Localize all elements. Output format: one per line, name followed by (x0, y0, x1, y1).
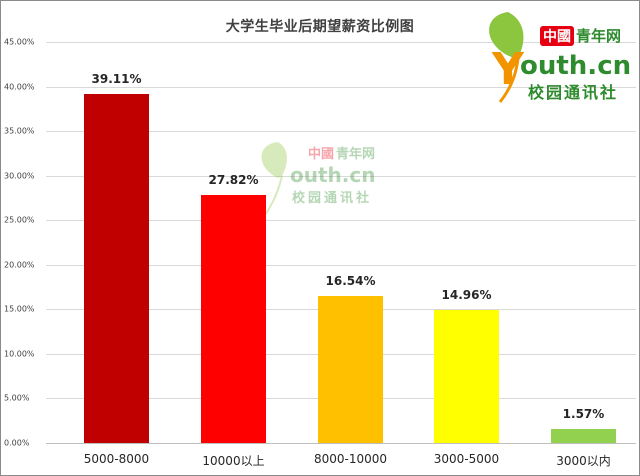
bar-value-label: 39.11% (91, 72, 142, 87)
y-tick-label: 15.00% (4, 304, 35, 314)
ginkgo-leaf-icon: 中國 青年网 outh.cn 校园通讯社 (261, 142, 375, 215)
svg-text:校园通讯社: 校园通讯社 (292, 190, 372, 206)
y-tick-label: 20.00% (4, 260, 35, 270)
x-category-label: 3000-5000 (433, 452, 500, 466)
bar-value-label: 27.82% (208, 173, 259, 188)
svg-text:Y: Y (491, 44, 525, 95)
y-tick-label: 25.00% (4, 215, 35, 225)
y-tick-label: 45.00% (4, 37, 35, 47)
y-tick-label: 5.00% (4, 393, 30, 403)
svg-text:青年网: 青年网 (576, 27, 621, 45)
youth-cn-logo-icon: Y 中國 青年网 outh.cn 校园通讯社 (489, 12, 631, 103)
svg-text:中國: 中國 (308, 146, 334, 162)
x-category-label: 5000-8000 (83, 452, 150, 466)
bar-value-label: 1.57% (562, 407, 605, 421)
bar-1 (201, 195, 266, 443)
brand-logo: Y 中國 青年网 outh.cn 校园通讯社 (478, 8, 638, 106)
svg-text:outh.cn: outh.cn (520, 51, 631, 81)
gridline (46, 87, 636, 88)
bar-0 (84, 94, 149, 443)
x-category-label: 8000-10000 (313, 452, 388, 466)
watermark-center: 中國 青年网 outh.cn 校园通讯社 (248, 138, 398, 218)
bar-2 (318, 295, 383, 443)
bar-value-label: 14.96% (441, 287, 492, 302)
y-tick-label: 10.00% (4, 349, 35, 359)
x-category-label: 10000以上 (202, 454, 265, 468)
gridline (46, 220, 636, 221)
gridline (46, 265, 636, 266)
gridline (46, 42, 636, 43)
svg-text:青年网: 青年网 (336, 146, 375, 162)
gridline (46, 443, 636, 444)
y-tick-label: 0.00% (4, 438, 30, 448)
svg-text:校园通讯社: 校园通讯社 (528, 83, 618, 102)
y-tick-label: 40.00% (4, 82, 35, 92)
x-category-label: 3000以内 (556, 454, 611, 468)
chart-title: 大学生毕业后期望薪资比例图 (225, 19, 415, 35)
gridline (46, 131, 636, 132)
svg-text:outh.cn: outh.cn (290, 163, 375, 187)
bar-4 (551, 429, 616, 443)
y-tick-label: 30.00% (4, 171, 35, 181)
svg-text:中國: 中國 (543, 28, 571, 45)
y-tick-label: 35.00% (4, 126, 35, 136)
bar-value-label: 16.54% (325, 273, 376, 288)
gridline (46, 176, 636, 177)
bar-3 (434, 309, 499, 443)
